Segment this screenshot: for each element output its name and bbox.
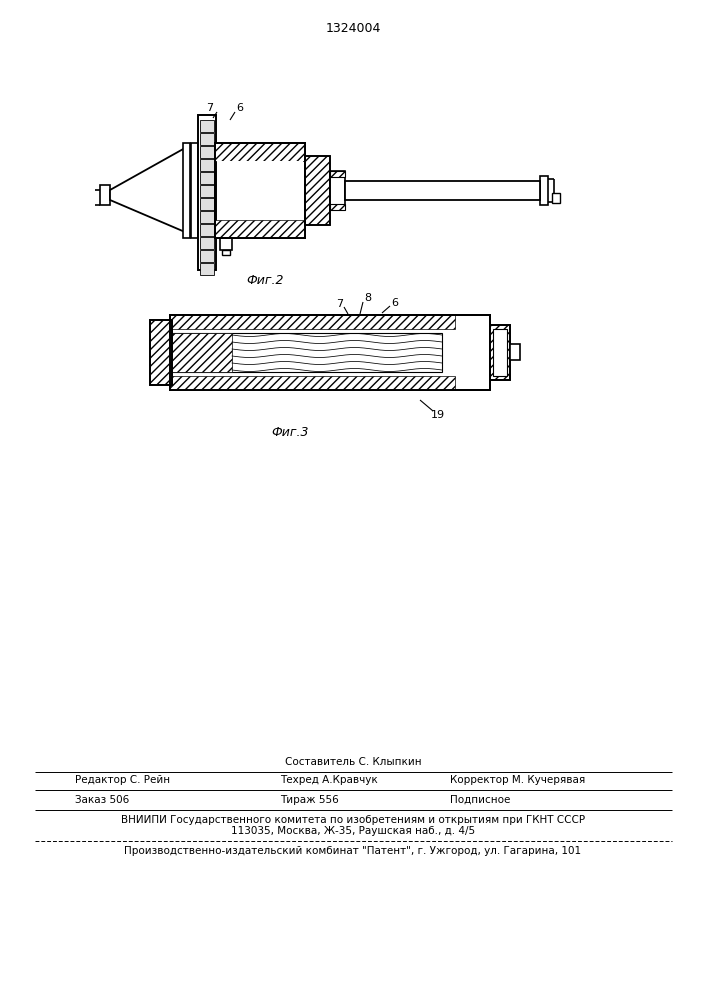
Bar <box>305 156 330 225</box>
Text: Тираж 556: Тираж 556 <box>280 795 339 805</box>
Bar <box>330 171 345 210</box>
Bar <box>217 161 303 220</box>
Text: 6: 6 <box>392 298 399 308</box>
Bar <box>200 211 214 223</box>
Bar <box>220 238 232 250</box>
Bar <box>510 344 520 360</box>
Bar <box>100 185 110 205</box>
Bar <box>198 115 216 270</box>
Bar <box>170 315 490 390</box>
Bar <box>170 315 490 390</box>
Text: Техред А.Кравчук: Техред А.Кравчук <box>280 775 378 785</box>
Bar <box>200 224 214 236</box>
Text: Фиг.3: Фиг.3 <box>271 426 309 438</box>
Bar <box>183 143 190 238</box>
Text: Фиг.2: Фиг.2 <box>246 273 284 286</box>
Bar <box>552 193 560 203</box>
Bar <box>200 172 214 184</box>
Bar <box>215 220 305 238</box>
Bar <box>345 181 540 200</box>
Bar <box>493 329 507 376</box>
Bar <box>305 156 330 225</box>
Bar <box>172 333 442 372</box>
Text: 113035, Москва, Ж-35, Раушская наб., д. 4/5: 113035, Москва, Ж-35, Раушская наб., д. … <box>231 826 475 836</box>
Bar <box>150 320 172 385</box>
Text: 19: 19 <box>431 410 445 420</box>
Bar <box>200 250 214 262</box>
Bar <box>200 263 214 275</box>
Text: Корректор М. Кучерявая: Корректор М. Кучерявая <box>450 775 585 785</box>
Bar <box>200 120 214 132</box>
Bar <box>170 376 455 390</box>
Text: 6: 6 <box>237 103 243 113</box>
Bar <box>215 143 305 161</box>
Bar <box>200 185 214 197</box>
Bar <box>191 143 198 238</box>
Bar <box>172 333 232 372</box>
Bar <box>200 146 214 158</box>
Bar <box>200 237 214 249</box>
Bar <box>215 143 305 238</box>
Text: 7: 7 <box>206 103 214 113</box>
Bar <box>200 159 214 171</box>
Bar <box>540 176 548 205</box>
Bar <box>490 325 510 380</box>
Bar <box>215 143 305 238</box>
Bar <box>330 171 345 177</box>
Bar <box>170 315 455 329</box>
Bar <box>150 320 172 385</box>
Text: 1324004: 1324004 <box>325 21 380 34</box>
Bar <box>200 133 214 145</box>
Bar <box>222 250 230 255</box>
Bar <box>330 204 345 210</box>
Text: ВНИИПИ Государственного комитета по изобретениям и открытиям при ГКНТ СССР: ВНИИПИ Государственного комитета по изоб… <box>121 815 585 825</box>
Text: 7: 7 <box>337 299 344 309</box>
Polygon shape <box>110 148 185 232</box>
Text: 8: 8 <box>364 293 372 303</box>
Text: Подписное: Подписное <box>450 795 510 805</box>
Text: Производственно-издательский комбинат "Патент", г. Ужгород, ул. Гагарина, 101: Производственно-издательский комбинат "П… <box>124 846 582 856</box>
Text: Составитель С. Клыпкин: Составитель С. Клыпкин <box>285 757 421 767</box>
Text: Редактор С. Рейн: Редактор С. Рейн <box>75 775 170 785</box>
Bar <box>490 325 510 380</box>
Bar <box>200 198 214 210</box>
Text: Заказ 506: Заказ 506 <box>75 795 129 805</box>
